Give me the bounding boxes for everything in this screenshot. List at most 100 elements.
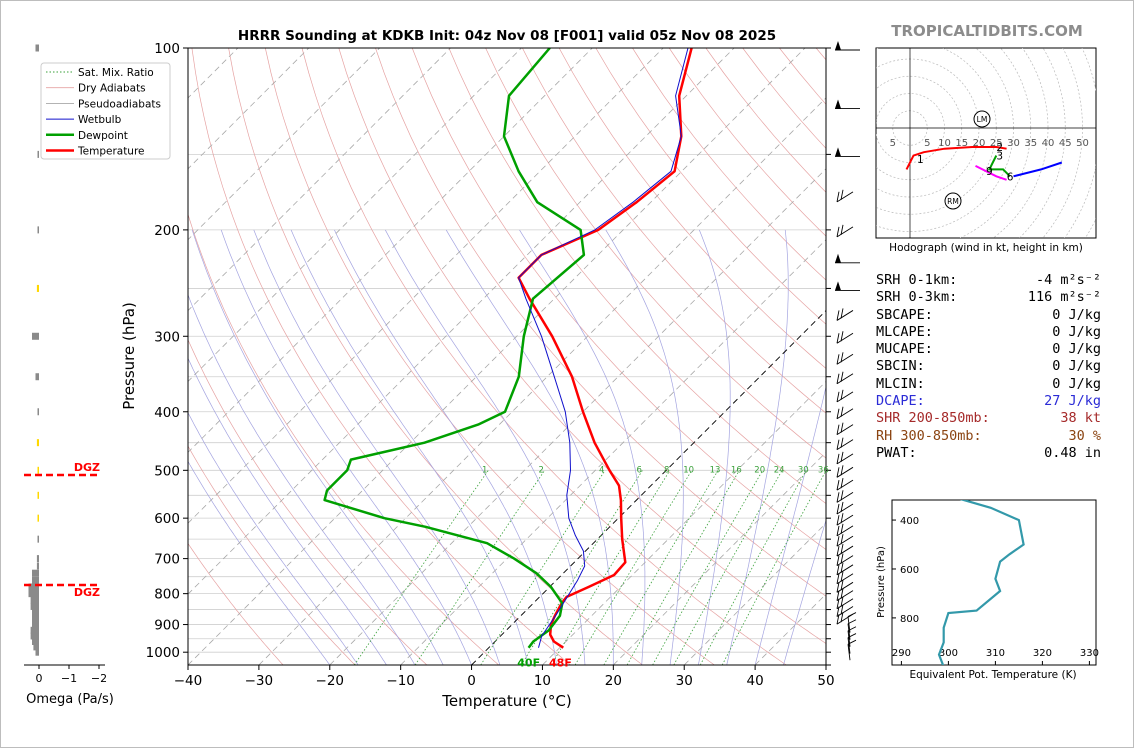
omega-bar — [36, 562, 39, 570]
param-label: MLCAPE: — [876, 323, 933, 340]
theta-e-x-tick-label: 320 — [1033, 648, 1052, 659]
barb-feather — [840, 580, 844, 591]
barb-feather — [840, 437, 844, 448]
theta-e-y-label: Pressure (hPa) — [876, 546, 887, 618]
moist-adiabat — [188, 411, 359, 665]
moist-adiabat — [445, 229, 614, 665]
wind-barb — [835, 99, 860, 110]
theta-e-x-tick-label: 290 — [892, 648, 911, 659]
omega-bar — [28, 583, 39, 591]
param-row: MUCAPE: 0 J/kg — [876, 341, 1101, 358]
wind-barb — [836, 490, 854, 503]
moist-adiabat — [384, 229, 586, 665]
barb-feather — [840, 604, 844, 615]
mixing-ratio-label: 10 — [683, 466, 694, 476]
wind-barb — [836, 523, 854, 537]
barb-staff — [836, 479, 854, 491]
barb-feather — [836, 467, 840, 478]
barb-feather — [836, 555, 840, 566]
temperature-tick-label: 50 — [817, 673, 834, 689]
wind-barb — [836, 189, 854, 203]
dry-adiabat — [301, 48, 787, 665]
omega-bar — [37, 226, 39, 234]
param-row: DCAPE: 27 J/kg — [876, 393, 1101, 410]
dry-adiabat — [595, 48, 826, 325]
param-value: 0 J/kg — [1052, 358, 1101, 375]
barb-staff — [847, 637, 851, 654]
isotherm — [258, 97, 826, 665]
pressure-tick-label: 1000 — [146, 645, 180, 661]
wind-barb — [836, 571, 854, 585]
barb-feather — [840, 465, 844, 476]
omega-bar — [37, 535, 39, 543]
omega-bar — [33, 643, 39, 651]
hodograph: 5 5 10 15 20 25 30 35 40 45 50 1 239 6 LM RM — [876, 48, 1096, 238]
legend-label: Wetbulb — [78, 114, 122, 126]
barb-staff — [836, 613, 854, 625]
mixing-ratio-label: 6 — [636, 466, 641, 476]
hodograph-height-marker: 1 — [917, 154, 924, 166]
param-value: 30 % — [1068, 427, 1101, 444]
barb-feather — [840, 596, 844, 607]
wind-barb — [836, 352, 854, 365]
legend-label: Pseudoadiabats — [78, 98, 161, 110]
wind-barb — [836, 513, 854, 526]
barb-feather — [840, 501, 844, 513]
barb-feather — [840, 571, 844, 582]
barb-feather — [840, 406, 844, 417]
legend-item: Pseudoadiabats — [46, 98, 161, 110]
wind-barb — [836, 604, 854, 617]
barb-feather — [840, 490, 844, 501]
wind-barb — [836, 406, 854, 420]
mixing-ratio-line — [603, 470, 719, 665]
barb-feather — [836, 226, 840, 237]
wind-barb — [836, 596, 854, 610]
dry-adiabat — [448, 48, 826, 505]
omega-bar — [30, 632, 39, 640]
wind-barb — [836, 580, 854, 593]
param-value: 0 J/kg — [1052, 306, 1101, 323]
mixing-ratio-label: 20 — [754, 466, 765, 476]
wind-barb — [847, 619, 857, 640]
legend-item: Dry Adiabats — [46, 83, 146, 95]
barb-staff — [836, 606, 854, 617]
param-row: PWAT: 0.48 in — [876, 445, 1101, 462]
mixing-ratio-label: 30 — [798, 466, 809, 476]
dry-adiabat — [522, 48, 826, 414]
omega-bar — [32, 332, 39, 340]
rm-label: RM — [947, 197, 959, 206]
skewt-background-lines — [188, 48, 826, 665]
temperature-tick-label: 0 — [467, 673, 476, 689]
barb-feather — [840, 371, 844, 382]
barb-pennant — [835, 147, 841, 157]
barb-feather — [840, 389, 844, 400]
isotherm — [188, 48, 735, 595]
barb-staff — [836, 598, 854, 610]
legend-item: Temperature — [46, 146, 145, 158]
omega-bar — [30, 602, 39, 610]
barb-staff — [836, 191, 854, 203]
omega-label: Omega (Pa/s) — [26, 692, 114, 707]
barb-staff — [836, 391, 854, 403]
moist-adiabat — [698, 229, 731, 665]
barb-staff — [836, 332, 854, 344]
param-row: SRH 0-1km: -4 m²s⁻² — [876, 272, 1101, 289]
hodograph-ring-label: 5 — [890, 138, 896, 149]
wind-barbs — [835, 41, 860, 661]
pressure-tick-label: 400 — [154, 405, 180, 421]
mixing-ratio-label: 13 — [710, 466, 721, 476]
dewpoint-profile — [323, 48, 586, 649]
wetbulb-profile — [518, 48, 689, 648]
moist-adiabat — [334, 229, 557, 665]
omega-bar — [32, 576, 39, 584]
mixing-ratio-label: 4 — [599, 466, 604, 476]
mixing-ratio-line — [652, 470, 764, 665]
legend-label: Sat. Mix. Ratio — [78, 67, 154, 79]
dgz-label: DGZ — [74, 586, 100, 599]
barb-feather — [840, 612, 844, 623]
barb-feather — [840, 588, 844, 599]
barb-feather — [836, 373, 840, 384]
omega-bar — [37, 466, 39, 474]
temperature-tick-label: 20 — [605, 673, 622, 689]
wind-barb — [836, 478, 854, 491]
